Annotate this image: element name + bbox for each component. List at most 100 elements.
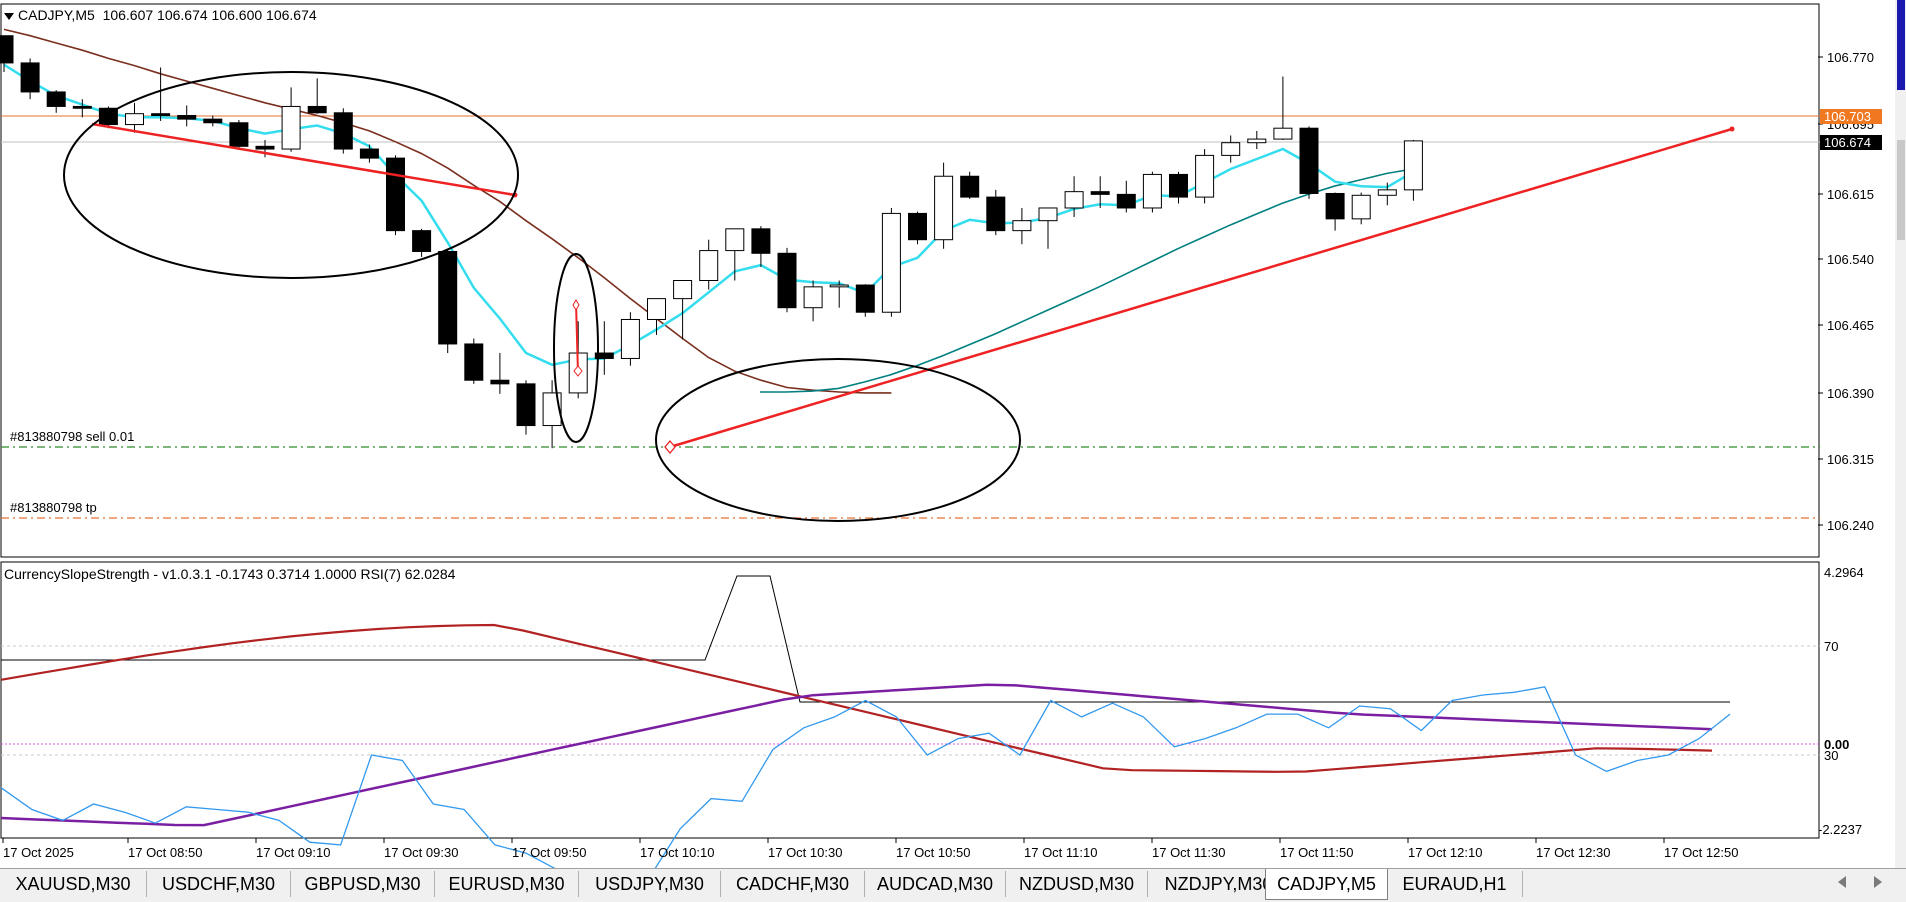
- time-label: 17 Oct 10:50: [896, 845, 970, 860]
- annotation-ellipse-left[interactable]: [63, 71, 519, 279]
- candle-bearish[interactable]: [516, 383, 536, 427]
- step-indicator-line: [1, 575, 1730, 703]
- tab-cadchf-m30[interactable]: CADCHF,M30: [721, 871, 865, 897]
- candle-bullish[interactable]: [620, 318, 640, 359]
- candle-bearish[interactable]: [0, 35, 14, 64]
- chart-canvas[interactable]: 106.770 106.695 106.615 106.540 106.465 …: [0, 0, 1906, 868]
- candle-bullish[interactable]: [1273, 127, 1293, 140]
- candle-bearish[interactable]: [333, 112, 353, 150]
- indicator-header: CurrencySlopeStrength - v1.0.3.1 -0.1743…: [4, 566, 456, 582]
- candle-bullish[interactable]: [829, 284, 849, 288]
- time-label: 17 Oct 10:30: [768, 845, 842, 860]
- candle-bullish[interactable]: [725, 228, 745, 252]
- candle-bullish[interactable]: [1221, 142, 1241, 156]
- symbol-tab-bar: XAUUSD,M30 USDCHF,M30 GBPUSD,M30 EURUSD,…: [0, 868, 1906, 902]
- candle-bullish[interactable]: [1064, 191, 1084, 209]
- tab-nzdusd-m30[interactable]: NZDUSD,M30: [1006, 871, 1148, 897]
- time-label: 17 Oct 09:10: [256, 845, 330, 860]
- candle-bearish[interactable]: [1169, 173, 1188, 198]
- candle-bullish[interactable]: [934, 175, 954, 241]
- tab-eurusd-m30[interactable]: EURUSD,M30: [435, 871, 579, 897]
- tab-xauusd-m30[interactable]: XAUUSD,M30: [0, 871, 147, 897]
- time-label: 17 Oct 09:30: [384, 845, 458, 860]
- drop-arrow-line: [575, 302, 579, 374]
- candle-bearish[interactable]: [464, 343, 484, 381]
- candle-bearish[interactable]: [855, 284, 875, 313]
- candle-bearish[interactable]: [1325, 192, 1345, 220]
- candle-bullish[interactable]: [1012, 220, 1032, 232]
- candle-bullish[interactable]: [1195, 154, 1215, 198]
- candle-bearish[interactable]: [229, 122, 249, 147]
- scrollbar-track[interactable]: [1895, 0, 1906, 868]
- scrollbar-thumb[interactable]: [1897, 0, 1905, 90]
- triangle-down-icon[interactable]: [4, 12, 14, 20]
- time-label: 17 Oct 11:10: [1024, 845, 1097, 860]
- scrollbar-thumb-lower[interactable]: [1897, 140, 1905, 240]
- candle-bearish[interactable]: [98, 107, 118, 126]
- candle-bearish[interactable]: [438, 250, 458, 345]
- strength-line-b: [0, 683, 1713, 827]
- candle-bearish[interactable]: [986, 196, 1006, 232]
- candle-bullish[interactable]: [542, 392, 562, 427]
- trendline-uptrend[interactable]: [669, 127, 1733, 449]
- indicator-panel-frame: [0, 561, 1820, 839]
- candle-bearish[interactable]: [960, 175, 980, 198]
- main-panel-frame: [0, 3, 1820, 558]
- tp-order-label: #813880798 tp: [10, 500, 97, 515]
- candle-bearish[interactable]: [777, 252, 797, 309]
- candle-bullish[interactable]: [1247, 138, 1267, 144]
- tab-euraud-h1[interactable]: EURAUD,H1: [1387, 871, 1523, 897]
- chart-area[interactable]: 106.770 106.695 106.615 106.540 106.465 …: [0, 0, 1906, 870]
- candle-bearish[interactable]: [72, 105, 92, 109]
- candle-bullish[interactable]: [1377, 189, 1397, 196]
- trendline-downtrend[interactable]: [91, 122, 516, 197]
- price-label: 106.770: [1827, 50, 1874, 65]
- candle-bullish[interactable]: [1351, 194, 1371, 220]
- tp-price-tag: 106.703: [1824, 109, 1871, 124]
- candle-bullish[interactable]: [881, 212, 901, 313]
- price-label: 106.615: [1827, 187, 1874, 202]
- candle-bullish[interactable]: [699, 250, 719, 281]
- candle-bearish[interactable]: [908, 212, 927, 241]
- candle-bearish[interactable]: [1299, 127, 1319, 194]
- candle-bearish[interactable]: [177, 115, 197, 120]
- candle-bearish[interactable]: [359, 148, 379, 159]
- candle-bearish[interactable]: [386, 157, 405, 232]
- annotation-ellipse-bottom[interactable]: [655, 358, 1021, 522]
- candle-bullish[interactable]: [1038, 207, 1058, 222]
- candle-bearish[interactable]: [46, 91, 66, 107]
- indicator-axis-min: -2.2237: [1818, 822, 1862, 837]
- candle-bullish[interactable]: [803, 286, 823, 309]
- candle-bullish[interactable]: [125, 113, 144, 126]
- arrow-left-icon[interactable]: [1838, 876, 1846, 888]
- candle-bearish[interactable]: [307, 105, 327, 114]
- candle-bearish[interactable]: [412, 230, 432, 252]
- candle-bearish[interactable]: [490, 379, 510, 385]
- indicator-axis-max: 4.2964: [1824, 565, 1864, 580]
- trendline-uptrend-end-marker: [1729, 126, 1735, 132]
- candle-bearish[interactable]: [1090, 191, 1110, 195]
- candle-bearish[interactable]: [151, 113, 171, 117]
- tab-audcad-m30[interactable]: AUDCAD,M30: [865, 871, 1006, 897]
- arrow-right-icon[interactable]: [1874, 876, 1882, 888]
- candle-bullish[interactable]: [673, 280, 693, 300]
- candle-bearish[interactable]: [594, 352, 614, 359]
- symbol-label: CADJPY,M5: [18, 7, 95, 23]
- tab-usdchf-m30[interactable]: USDCHF,M30: [147, 871, 291, 897]
- tab-gbpusd-m30[interactable]: GBPUSD,M30: [291, 871, 435, 897]
- candle-bullish[interactable]: [281, 105, 301, 150]
- drop-arrow-start-marker: [572, 299, 580, 311]
- candle-bearish[interactable]: [20, 62, 40, 93]
- annotation-ellipse-drop[interactable]: [553, 253, 599, 443]
- tab-cadjpy-m5[interactable]: CADJPY,M5: [1265, 869, 1388, 900]
- candle-bearish[interactable]: [203, 118, 223, 124]
- candle-bearish[interactable]: [751, 228, 771, 254]
- tp-price-tag-bg: [1820, 109, 1882, 124]
- candle-bullish[interactable]: [647, 298, 666, 320]
- tab-usdjpy-m30[interactable]: USDJPY,M30: [579, 871, 721, 897]
- candle-bearish[interactable]: [1116, 193, 1136, 209]
- slow-moving-average-line: [3, 28, 892, 394]
- candle-bearish[interactable]: [255, 145, 275, 150]
- candle-bullish[interactable]: [1403, 140, 1423, 191]
- candle-bullish[interactable]: [1142, 173, 1162, 209]
